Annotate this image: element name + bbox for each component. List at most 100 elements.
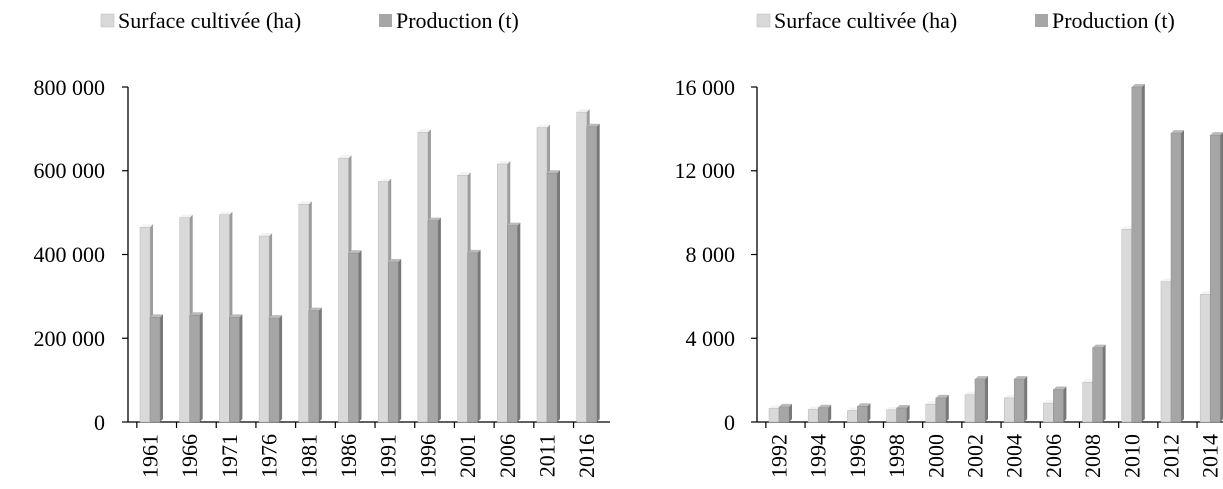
x-tick-label: 1992 xyxy=(767,434,792,478)
bar-front xyxy=(1092,347,1103,423)
legend-swatch-surface xyxy=(100,13,115,28)
x-tick-label: 1996 xyxy=(845,434,870,478)
bar-front xyxy=(189,314,200,423)
bar-front xyxy=(576,111,587,423)
x-tick-label: 1996 xyxy=(415,434,440,478)
bar-production-1996 xyxy=(857,403,871,423)
x-tick-label: 1961 xyxy=(138,434,163,478)
bar-top xyxy=(975,376,988,380)
x-tick-label: 2010 xyxy=(1119,434,1144,478)
bar-front xyxy=(807,409,819,423)
x-tick-label: 2001 xyxy=(455,434,480,478)
x-tick-label: 1971 xyxy=(217,434,242,478)
bar-top xyxy=(259,233,273,237)
legend-swatch-production xyxy=(1035,14,1048,27)
bar-production-2006 xyxy=(1053,386,1067,423)
bar-side xyxy=(318,307,322,422)
bar-top xyxy=(298,201,312,205)
bar-top xyxy=(308,307,322,311)
bar-production-2002 xyxy=(974,376,988,423)
bar-production-1998 xyxy=(896,404,910,423)
plot-area-right: 1992 1994 1996 1998 2000 2002 2004 2006 2008 2010… xyxy=(751,84,1223,478)
bar-top xyxy=(417,129,431,133)
bar-side xyxy=(1024,376,1028,422)
bar-front xyxy=(1053,389,1064,423)
bar-top xyxy=(935,394,949,398)
bar-front xyxy=(258,235,270,423)
bar-production-2011 xyxy=(546,170,560,423)
bar-front xyxy=(308,310,320,423)
x-tick-label: 2008 xyxy=(1080,434,1105,478)
bar-side xyxy=(867,403,871,422)
bar-production-2010 xyxy=(1131,84,1145,423)
bar-front xyxy=(377,181,389,423)
bar-side xyxy=(239,314,243,422)
y-tick-label: 0 xyxy=(724,410,735,435)
bar-top xyxy=(179,214,193,218)
bar-side xyxy=(398,259,402,422)
x-tick-label: 2006 xyxy=(495,434,520,478)
bar-front xyxy=(338,157,349,423)
x-tick-label: 1986 xyxy=(336,434,361,478)
bar-top xyxy=(1053,386,1067,390)
legend-label-surface: Surface cultivée (ha) xyxy=(118,8,301,33)
x-tick-label: 2006 xyxy=(1041,434,1066,478)
bar-front xyxy=(417,131,429,423)
plot-area-left: 1961 1966 1971 1976 1981 1986 1991 1996 2001 2006… xyxy=(122,86,610,478)
x-tick-label: 2011 xyxy=(535,434,560,477)
bar-production-1994 xyxy=(817,404,832,423)
y-tick-label: 0 xyxy=(94,410,105,435)
x-tick-label: 2004 xyxy=(1002,434,1027,478)
bar-production-1996 xyxy=(427,217,441,423)
bar-side xyxy=(985,376,988,422)
bar-top xyxy=(537,124,550,128)
bar-side xyxy=(160,314,163,422)
bar-front xyxy=(1170,132,1182,423)
legend-swatch-production xyxy=(379,14,392,27)
bar-front xyxy=(268,317,280,423)
x-tick-label: 1994 xyxy=(806,434,831,478)
bar-top xyxy=(219,211,233,215)
bar-production-2012 xyxy=(1170,130,1184,423)
bar-front xyxy=(467,252,478,423)
bar-production-1976 xyxy=(268,315,283,423)
x-tick-label: 1981 xyxy=(296,434,321,478)
bar-front xyxy=(1082,381,1093,423)
bar-front xyxy=(974,378,986,423)
bar-front xyxy=(149,317,161,423)
bar-top xyxy=(150,314,163,318)
bar-front xyxy=(497,163,508,423)
bar-production-2004 xyxy=(1013,376,1028,423)
bar-production-1966 xyxy=(189,312,203,423)
x-tick-label: 2016 xyxy=(574,434,599,478)
x-tick-label: 2000 xyxy=(923,434,948,478)
bar-front xyxy=(1013,378,1025,423)
legend-swatch-surface xyxy=(756,13,771,28)
bar-front xyxy=(536,127,548,423)
y-tick-label: 600 000 xyxy=(34,158,106,183)
bar-side xyxy=(945,394,949,422)
bar-side xyxy=(358,250,362,422)
legend-label-production: Production (t) xyxy=(1052,8,1175,33)
bar-side xyxy=(906,404,910,422)
bar-side xyxy=(596,123,600,422)
y-tick-label: 400 000 xyxy=(34,242,106,267)
x-tick-label: 2002 xyxy=(963,434,988,478)
bar-front xyxy=(925,403,937,423)
bar-front xyxy=(964,394,976,423)
bar-production-1981 xyxy=(308,307,322,423)
bar-top xyxy=(338,155,352,159)
bar-side xyxy=(1063,386,1067,422)
bar-production-2001 xyxy=(467,249,481,423)
bar-top xyxy=(507,222,521,226)
bar-top xyxy=(140,224,153,228)
bar-top xyxy=(547,170,560,174)
bar-top xyxy=(427,217,441,221)
bar-top xyxy=(378,178,392,182)
bar-production-1992 xyxy=(778,403,792,423)
y-tick-label: 200 000 xyxy=(34,326,106,351)
chart-left: Surface cultivée (ha) Production (t) 0 2… xyxy=(34,8,610,478)
x-tick-label: 2012 xyxy=(1159,434,1184,478)
bar-front xyxy=(387,261,399,423)
